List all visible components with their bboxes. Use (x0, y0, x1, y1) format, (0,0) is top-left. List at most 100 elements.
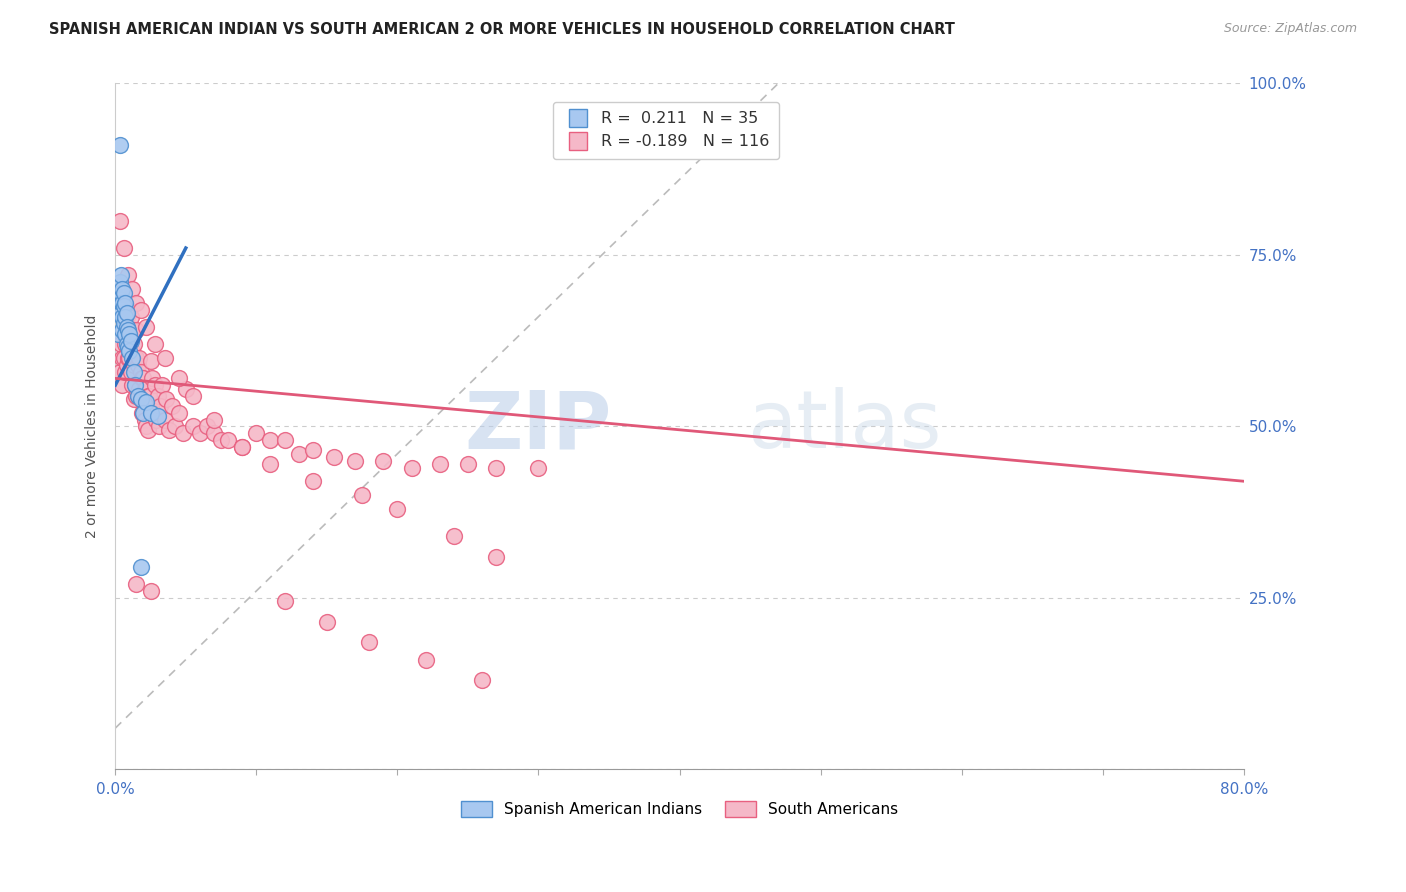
Point (209, 433, 232, 447)
Point (167, 371, 190, 385)
Point (287, 447, 309, 461)
Point (301, 475, 323, 489)
Point (120, 330, 142, 344)
Point (129, 392, 152, 406)
Point (150, 378, 173, 392)
Point (174, 382, 197, 396)
Point (415, 652, 437, 666)
Point (145, 412, 167, 426)
Point (139, 399, 162, 413)
Point (118, 323, 141, 337)
Point (143, 378, 166, 392)
Point (139, 584, 162, 599)
Point (373, 453, 395, 467)
Point (111, 323, 134, 337)
Point (124, 351, 146, 365)
Point (153, 412, 176, 426)
Point (231, 440, 253, 454)
Point (115, 358, 138, 372)
Point (359, 635, 381, 649)
Text: SPANISH AMERICAN INDIAN VS SOUTH AMERICAN 2 OR MORE VEHICLES IN HOUSEHOLD CORREL: SPANISH AMERICAN INDIAN VS SOUTH AMERICA… (49, 22, 955, 37)
Point (149, 399, 172, 413)
Point (112, 317, 135, 331)
Point (139, 354, 162, 368)
Point (112, 351, 135, 365)
Point (527, 460, 550, 475)
Point (120, 364, 142, 378)
Point (112, 299, 135, 313)
Point (118, 343, 141, 358)
Point (121, 343, 143, 358)
Point (111, 351, 134, 365)
Point (115, 337, 138, 351)
Point (129, 560, 152, 574)
Point (108, 213, 131, 227)
Point (485, 460, 508, 475)
Point (125, 296, 148, 310)
Point (125, 351, 148, 365)
Point (122, 358, 145, 372)
Point (146, 388, 169, 402)
Point (114, 317, 136, 331)
Point (188, 426, 211, 441)
Point (114, 337, 136, 351)
Point (127, 388, 149, 402)
Point (322, 450, 344, 465)
Point (117, 323, 139, 337)
Point (352, 488, 374, 502)
Point (132, 406, 155, 420)
Point (128, 351, 150, 365)
Point (129, 364, 152, 378)
Point (131, 371, 153, 385)
Point (135, 382, 157, 396)
Point (181, 388, 204, 402)
Point (125, 577, 148, 591)
Point (387, 501, 409, 516)
Point (132, 406, 155, 420)
Point (134, 412, 156, 426)
Point (136, 423, 159, 437)
Point (117, 268, 139, 283)
Point (135, 395, 157, 409)
Point (120, 310, 142, 324)
Point (110, 337, 132, 351)
Point (141, 371, 163, 385)
Point (135, 320, 157, 334)
Point (127, 388, 149, 402)
Point (245, 426, 267, 441)
Point (114, 296, 136, 310)
Point (121, 378, 143, 392)
Point (167, 406, 190, 420)
Point (110, 306, 132, 320)
Point (122, 337, 145, 351)
Point (202, 412, 225, 426)
Point (117, 341, 139, 355)
Point (128, 382, 150, 396)
Point (181, 419, 204, 434)
Point (163, 419, 186, 434)
Point (124, 378, 146, 392)
Point (172, 426, 194, 441)
Point (157, 423, 180, 437)
Point (124, 378, 146, 392)
Point (115, 330, 138, 344)
Point (146, 409, 169, 423)
Point (121, 351, 143, 365)
Point (153, 351, 176, 365)
Point (115, 320, 138, 334)
Point (117, 351, 139, 365)
Point (111, 282, 134, 296)
Point (155, 392, 177, 406)
Point (429, 457, 451, 471)
Point (457, 457, 479, 471)
Point (121, 282, 143, 296)
Point (471, 673, 494, 687)
Point (118, 351, 141, 365)
Point (125, 388, 148, 402)
Text: atlas: atlas (747, 387, 942, 466)
Point (114, 364, 136, 378)
Point (139, 406, 162, 420)
Point (110, 268, 132, 283)
Point (112, 323, 135, 337)
Point (131, 406, 153, 420)
